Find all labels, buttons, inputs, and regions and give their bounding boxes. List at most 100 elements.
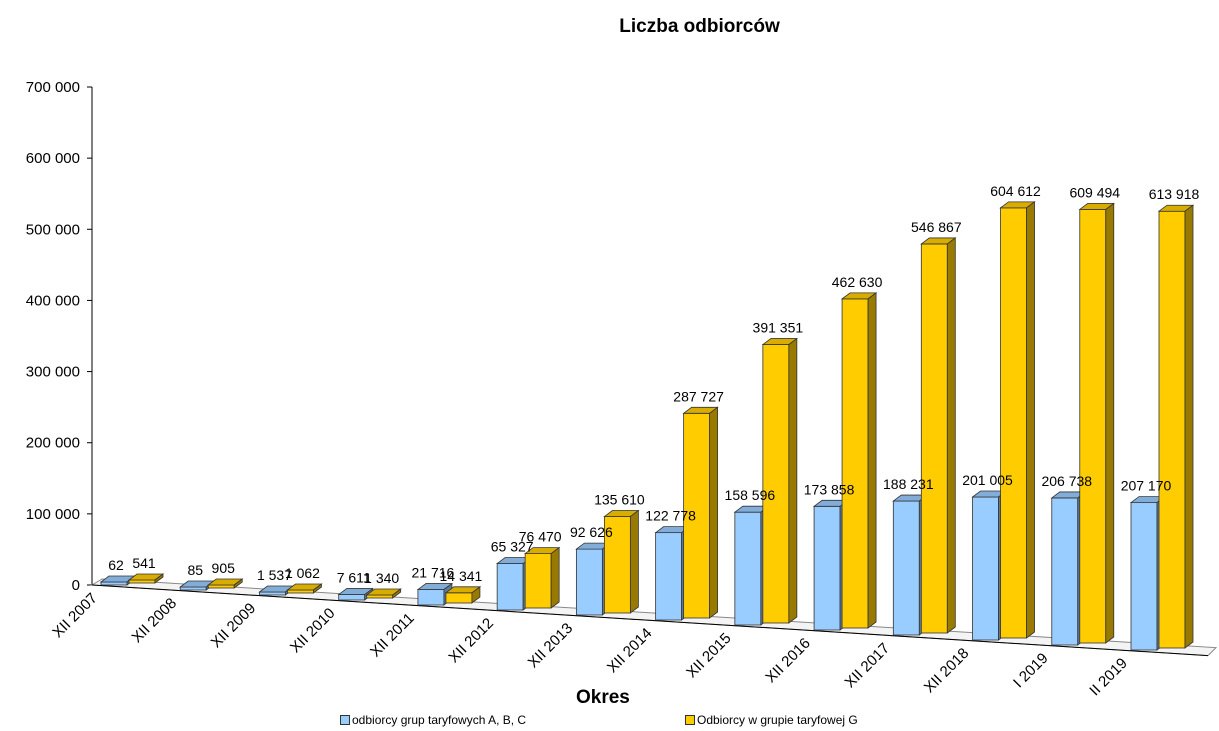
- x-tick-label: XII 2009: [208, 600, 260, 652]
- data-label-g: 135 610: [594, 492, 645, 508]
- data-label-abc: 92 626: [570, 524, 613, 540]
- data-label-g: 287 727: [673, 388, 724, 404]
- bar-abc: [972, 496, 999, 641]
- bar-side-g: [867, 292, 877, 629]
- data-label-g: 905: [212, 560, 236, 576]
- bar-g: [207, 584, 235, 589]
- data-label-abc: 62: [108, 557, 124, 573]
- data-label-abc: 158 596: [725, 487, 776, 503]
- bar-g: [841, 298, 869, 629]
- data-label-abc: 85: [187, 562, 203, 578]
- data-label-abc: 173 858: [804, 481, 855, 497]
- x-tick-label: XII 2016: [762, 635, 814, 687]
- legend-item-g: Odbiorcy w grupie taryfowej G: [685, 713, 858, 727]
- x-tick-label: XII 2013: [525, 620, 577, 672]
- bar-side-g: [709, 406, 719, 619]
- bar-g: [1079, 208, 1107, 644]
- bar-abc: [179, 586, 207, 591]
- bar-abc: [1130, 502, 1158, 651]
- y-tick-label: 600 000: [26, 150, 80, 167]
- bar-abc: [892, 500, 920, 636]
- y-tick-label: 200 000: [26, 435, 80, 452]
- bar-side-g: [1026, 201, 1035, 639]
- x-tick-label: XII 2011: [367, 610, 418, 661]
- data-label-g: 604 612: [990, 183, 1041, 199]
- bar-side-g: [1184, 204, 1194, 649]
- data-label-g: 1 062: [285, 565, 320, 581]
- bar-side-g: [313, 583, 322, 594]
- y-tick-label: 100 000: [26, 506, 80, 523]
- y-tick-label: 300 000: [26, 364, 80, 381]
- y-tick-label: 500 000: [26, 221, 80, 238]
- bar-g: [762, 344, 790, 624]
- bar-side-g: [392, 588, 402, 599]
- bar-g: [128, 579, 156, 584]
- legend-swatch-abc: [340, 715, 350, 725]
- x-tick-label: XII 2012: [445, 615, 497, 667]
- x-tick-label: I 2019: [1010, 650, 1052, 692]
- data-label-g: 541: [132, 555, 156, 571]
- bar-abc: [417, 589, 445, 606]
- bar-abc: [734, 511, 762, 626]
- data-label-abc: 65 327: [491, 539, 534, 555]
- bar-g: [287, 589, 314, 594]
- bar-abc: [1051, 497, 1079, 646]
- bar-abc: [496, 563, 524, 611]
- bar-g: [603, 516, 631, 614]
- legend-label-g: Odbiorcy w grupie taryfowej G: [697, 713, 858, 727]
- x-tick-label: XII 2018: [921, 645, 973, 697]
- chart-title: Liczba odbiorców: [619, 16, 780, 37]
- data-label-g: 391 351: [753, 320, 804, 336]
- bar-g: [1158, 210, 1186, 649]
- bar-side-g: [154, 573, 164, 584]
- y-tick-label: 400 000: [26, 292, 80, 309]
- bar-abc: [575, 548, 603, 616]
- bar-g: [524, 553, 552, 609]
- data-label-abc: 188 231: [883, 476, 934, 492]
- data-label-abc: 207 170: [1121, 478, 1172, 494]
- data-label-g: 613 918: [1149, 186, 1200, 202]
- bar-abc: [100, 581, 128, 586]
- legend-item-abc: odbiorcy grup taryfowych A, B, C: [340, 713, 526, 727]
- bar-side-g: [946, 237, 956, 634]
- data-label-g: 76 470: [519, 529, 562, 545]
- data-label-abc: 122 778: [645, 508, 696, 524]
- x-tick-label: XII 2007: [49, 590, 101, 642]
- bar-side-g: [550, 546, 560, 609]
- bar-g: [445, 592, 473, 604]
- data-label-abc: 7 611: [337, 570, 371, 586]
- bar-abc: [655, 532, 683, 621]
- data-label-g: 1 340: [364, 570, 399, 586]
- bar-abc: [259, 591, 286, 596]
- x-tick-label: XII 2017: [842, 640, 894, 692]
- data-label-g: 462 630: [832, 274, 883, 290]
- bar-side-g: [233, 578, 243, 589]
- bar-g: [920, 243, 948, 634]
- data-label-g: 609 494: [1069, 184, 1120, 200]
- x-tick-label: XII 2015: [683, 630, 735, 682]
- data-label-g: 14 341: [440, 568, 483, 584]
- bar-side-g: [629, 509, 639, 614]
- data-label-abc: 1 537: [257, 567, 292, 583]
- data-label-abc: 21 716: [412, 565, 455, 581]
- bar-side-g: [471, 585, 481, 604]
- data-label-abc: 201 005: [962, 472, 1013, 488]
- bar-side-g: [788, 337, 798, 624]
- bar-abc: [338, 594, 366, 601]
- x-tick-label: XII 2010: [287, 605, 339, 657]
- data-label-abc: 206 738: [1041, 473, 1092, 489]
- legend-label-abc: odbiorcy grup taryfowych A, B, C: [352, 713, 527, 727]
- x-tick-label: XII 2008: [129, 595, 181, 647]
- y-tick-label: 0: [72, 577, 80, 594]
- bar-g: [366, 594, 394, 599]
- x-tick-label: XII 2014: [604, 625, 656, 677]
- y-tick-label: 700 000: [26, 79, 80, 96]
- x-axis-label: Okres: [576, 687, 630, 708]
- bar-abc: [813, 505, 841, 631]
- bar-side-g: [1105, 202, 1115, 644]
- x-axis-line: [91, 584, 1209, 657]
- data-label-g: 546 867: [911, 219, 962, 235]
- bar-g: [1000, 207, 1027, 639]
- legend-swatch-g: [685, 715, 695, 725]
